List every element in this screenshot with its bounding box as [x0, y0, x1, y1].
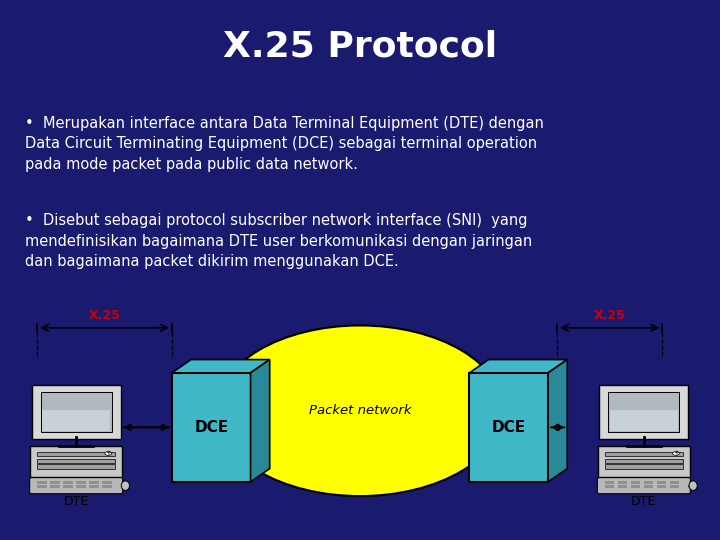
FancyBboxPatch shape — [598, 477, 690, 494]
FancyBboxPatch shape — [598, 446, 690, 477]
Ellipse shape — [121, 481, 130, 490]
FancyBboxPatch shape — [618, 485, 627, 488]
FancyBboxPatch shape — [37, 458, 115, 463]
FancyBboxPatch shape — [605, 485, 614, 488]
FancyBboxPatch shape — [37, 452, 115, 456]
FancyBboxPatch shape — [657, 485, 667, 488]
Text: •  Disebut sebagai protocol subscriber network interface (SNI)  yang
mendefinisi: • Disebut sebagai protocol subscriber ne… — [25, 213, 533, 269]
FancyBboxPatch shape — [605, 458, 683, 463]
FancyBboxPatch shape — [32, 384, 121, 439]
FancyBboxPatch shape — [631, 481, 641, 484]
FancyBboxPatch shape — [63, 485, 73, 488]
FancyBboxPatch shape — [37, 464, 115, 469]
Ellipse shape — [216, 326, 504, 496]
FancyBboxPatch shape — [102, 481, 112, 484]
Text: +: + — [105, 450, 111, 456]
Polygon shape — [172, 360, 270, 373]
FancyBboxPatch shape — [469, 373, 548, 482]
Ellipse shape — [105, 451, 112, 455]
FancyBboxPatch shape — [610, 410, 678, 431]
Text: X.25 Protocol: X.25 Protocol — [223, 30, 497, 64]
FancyBboxPatch shape — [102, 485, 112, 488]
Text: X.25: X.25 — [89, 309, 120, 322]
FancyBboxPatch shape — [605, 481, 614, 484]
Text: Packet network: Packet network — [309, 404, 411, 417]
Ellipse shape — [672, 451, 680, 455]
FancyBboxPatch shape — [644, 481, 654, 484]
Polygon shape — [548, 360, 567, 482]
FancyBboxPatch shape — [50, 481, 60, 484]
FancyBboxPatch shape — [605, 464, 683, 469]
FancyBboxPatch shape — [600, 384, 688, 439]
FancyBboxPatch shape — [76, 481, 86, 484]
FancyBboxPatch shape — [37, 481, 47, 484]
Polygon shape — [251, 360, 270, 482]
FancyBboxPatch shape — [30, 477, 122, 494]
FancyBboxPatch shape — [37, 485, 47, 488]
Text: X.25: X.25 — [594, 309, 626, 322]
Text: DCE: DCE — [492, 420, 526, 435]
Text: +: + — [673, 450, 679, 456]
FancyBboxPatch shape — [63, 481, 73, 484]
FancyBboxPatch shape — [76, 485, 86, 488]
FancyBboxPatch shape — [172, 373, 251, 482]
Text: DTE: DTE — [63, 495, 89, 508]
Ellipse shape — [689, 481, 697, 490]
FancyBboxPatch shape — [670, 485, 680, 488]
Text: DTE: DTE — [631, 495, 657, 508]
FancyBboxPatch shape — [89, 481, 99, 484]
Text: •  Merupakan interface antara Data Terminal Equipment (DTE) dengan
Data Circuit : • Merupakan interface antara Data Termin… — [25, 116, 544, 172]
FancyBboxPatch shape — [30, 446, 122, 477]
FancyBboxPatch shape — [631, 485, 641, 488]
FancyBboxPatch shape — [89, 485, 99, 488]
FancyBboxPatch shape — [657, 481, 667, 484]
FancyBboxPatch shape — [644, 485, 654, 488]
FancyBboxPatch shape — [40, 392, 112, 432]
Polygon shape — [469, 360, 567, 373]
FancyBboxPatch shape — [50, 485, 60, 488]
FancyBboxPatch shape — [605, 452, 683, 456]
FancyBboxPatch shape — [608, 392, 680, 432]
FancyBboxPatch shape — [618, 481, 627, 484]
FancyBboxPatch shape — [670, 481, 680, 484]
Text: DCE: DCE — [194, 420, 228, 435]
FancyBboxPatch shape — [42, 410, 110, 431]
